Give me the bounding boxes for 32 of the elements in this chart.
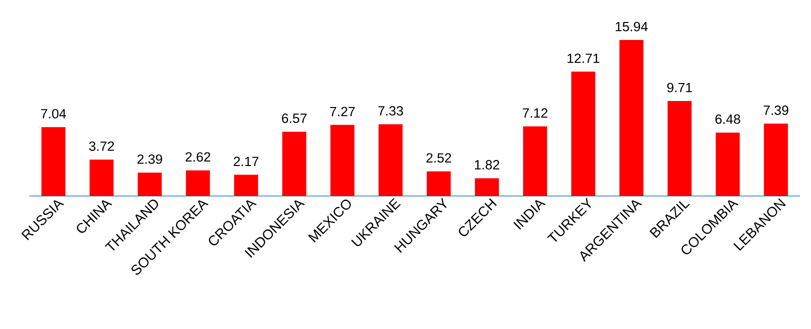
bar: [41, 127, 66, 196]
data-label: 3.72: [89, 141, 114, 151]
bar: [90, 160, 114, 196]
data-label: 2.39: [137, 154, 162, 164]
data-label: 7.04: [41, 108, 66, 118]
bar: [426, 171, 451, 196]
data-label: 2.62: [186, 152, 210, 162]
bar: [523, 126, 548, 196]
data-label: 6.57: [282, 114, 307, 123]
bar: [571, 72, 596, 196]
bar: [186, 170, 210, 196]
bar: [619, 40, 644, 196]
data-label: 7.27: [330, 106, 355, 116]
bar: [378, 124, 403, 196]
data-label: 12.71: [568, 54, 600, 63]
data-label: 9.71: [667, 82, 692, 92]
bar: [716, 132, 740, 196]
data-label: 2.17: [234, 156, 258, 166]
data-label: 7.33: [378, 106, 403, 116]
bar: [474, 178, 499, 196]
bar: [138, 172, 162, 196]
bar: [764, 124, 788, 196]
bar: [234, 174, 258, 196]
bar: [330, 124, 354, 196]
data-label: 15.94: [616, 22, 648, 32]
bar: [282, 132, 306, 196]
data-label: 1.82: [474, 160, 500, 170]
data-label: 6.48: [715, 114, 740, 124]
data-label: 7.12: [522, 108, 548, 118]
data-label: 2.52: [426, 153, 452, 163]
bar: [668, 100, 692, 196]
data-label: 7.39: [764, 106, 788, 115]
